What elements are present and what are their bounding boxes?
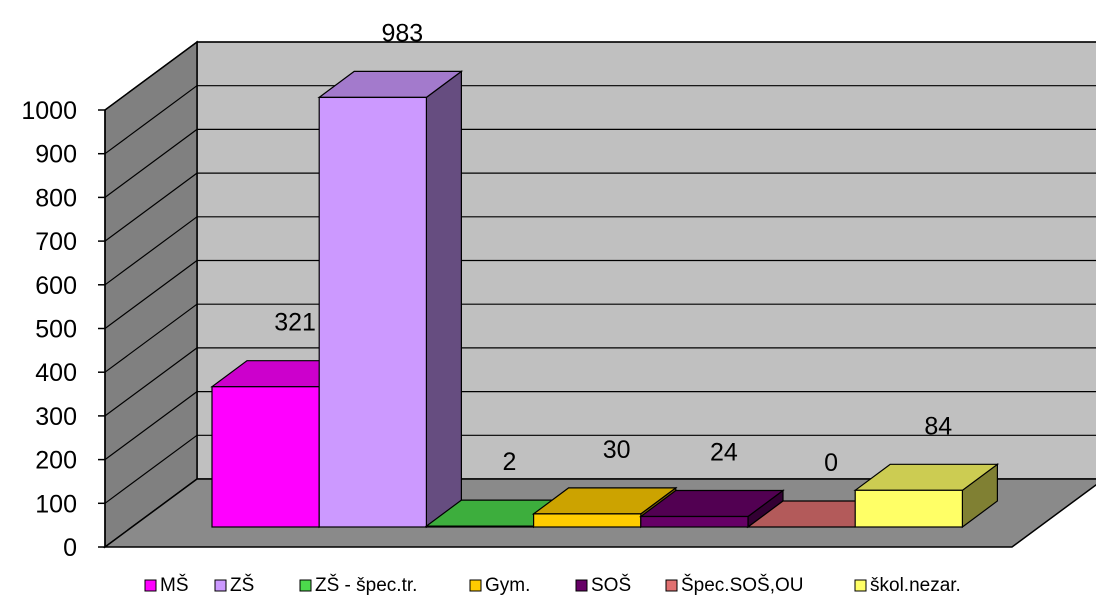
gridline (104, 347, 1096, 417)
y-axis: 0 100 200 300 400 500 600 700 800 900 1000 (21, 97, 106, 562)
bar-front (425, 525, 535, 528)
legend-swatch (575, 579, 588, 592)
legend-item-7: škol.nezar. (854, 575, 961, 596)
y-tick-label: 700 (35, 228, 77, 256)
y-tick-label: 200 (35, 447, 77, 475)
legend-label: ZŠ - špec.tr. (315, 574, 417, 596)
legend-label: Špec.SOŠ,OU (681, 574, 804, 596)
bar-5 (638, 489, 785, 529)
bars (210, 70, 1000, 529)
bar-front (854, 489, 964, 528)
data-label: 24 (710, 439, 738, 467)
legend-item-2: ZŠ (214, 574, 254, 596)
y-tick-label: 500 (35, 316, 77, 344)
gridline (104, 434, 1096, 504)
data-label: 983 (381, 19, 423, 47)
bar-front (211, 386, 320, 528)
legend-swatch (469, 579, 482, 592)
gridlines (104, 41, 1096, 504)
data-label: 2 (503, 448, 517, 476)
legend-label: ZŠ (230, 574, 254, 596)
y-tick-label: 1000 (21, 97, 77, 125)
data-label: 0 (824, 449, 838, 477)
gridline (104, 128, 1096, 198)
legend-swatch (144, 579, 157, 592)
y-tick-label: 900 (35, 141, 77, 169)
legend-item-4: Gym. (469, 575, 530, 596)
legend-item-1: MŠ (144, 574, 189, 596)
data-label: 321 (274, 309, 316, 337)
gridline (104, 85, 1096, 155)
bar-2 (317, 70, 464, 529)
y-tick-label: 0 (63, 534, 77, 562)
legend: MŠ ZŠ ZŠ - špec.tr. Gym. SOŠ Špec.SOŠ,OU škol.… (144, 574, 961, 596)
gridline (104, 216, 1096, 286)
data-labels: 321 983 2 30 24 0 84 (274, 19, 952, 477)
bar-7 (853, 463, 1000, 529)
legend-label: škol.nezar. (870, 575, 961, 596)
legend-item-5: SOŠ (575, 574, 631, 596)
bar-front (318, 96, 428, 528)
legend-swatch (299, 579, 312, 592)
bar-side (425, 70, 462, 529)
gridline (104, 41, 1096, 111)
data-label: 84 (924, 412, 952, 440)
y-tick-label: 100 (35, 490, 77, 518)
legend-swatch (214, 579, 227, 592)
gridline (104, 259, 1096, 329)
data-label: 30 (603, 436, 631, 464)
legend-label: Gym. (485, 575, 530, 596)
bar-front (640, 515, 749, 528)
legend-swatch (665, 579, 678, 592)
legend-item-3: ZŠ - špec.tr. (299, 574, 417, 596)
gridline (104, 303, 1096, 373)
legend-label: SOŠ (591, 574, 631, 596)
legend-label: MŠ (160, 574, 189, 596)
legend-swatch (854, 579, 867, 592)
y-tick-label: 800 (35, 184, 77, 212)
bar-front (532, 513, 642, 528)
y-tick-label: 300 (35, 403, 77, 431)
y-tick-label: 600 (35, 272, 77, 300)
legend-item-6: Špec.SOŠ,OU (665, 574, 804, 596)
y-tick-label: 400 (35, 359, 77, 387)
gridline (104, 172, 1096, 242)
gridline (104, 391, 1096, 461)
